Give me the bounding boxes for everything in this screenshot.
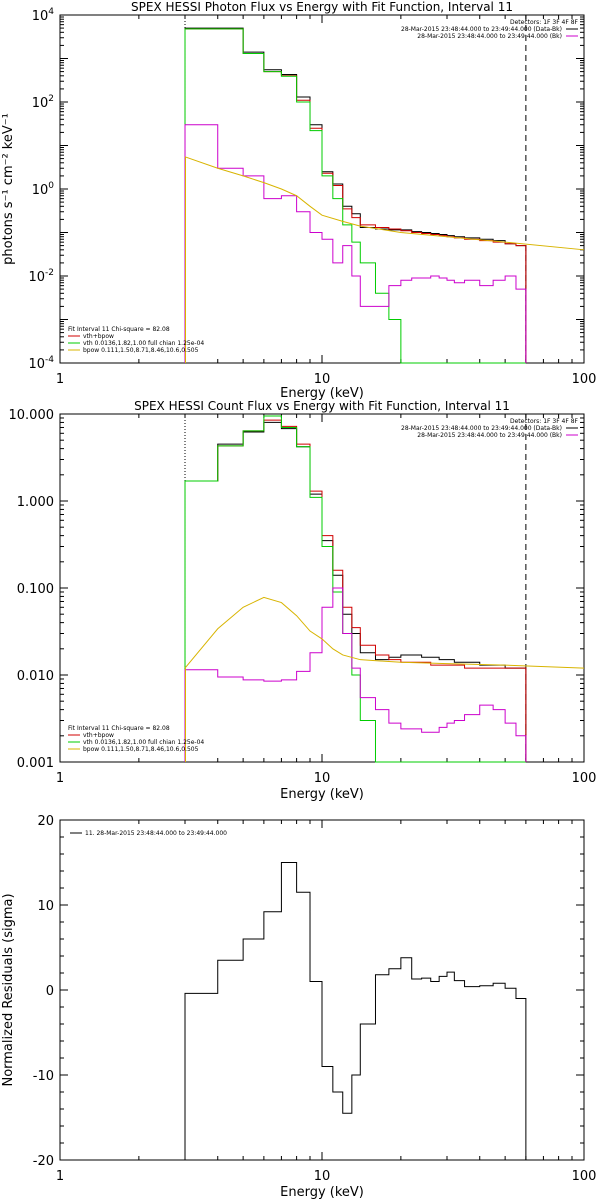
y-tick-label: -20 (33, 1154, 54, 1169)
legend-entry: bpow 0.111,1.50,8.71,8.46,10.6,0.505 (83, 347, 199, 354)
y-axis: 20 10 0 -10 -20 (33, 814, 584, 1169)
legend-entry: 11. 28-Mar-2015 23:48:44.000 to 23:49:44… (85, 830, 227, 837)
y-tick-label: 0.001 (17, 756, 54, 771)
x-axis-label: Energy (keV) (280, 386, 364, 401)
y-tick-label: 10-2 (28, 268, 54, 285)
series-data-histogram (184, 862, 527, 1160)
x-axis-label: Energy (keV) (280, 1185, 364, 1200)
x-tick-label: 100 (572, 771, 597, 786)
legend-entry: vth 0.0136,1.82,1.00 full chian 1.25e-04 (83, 739, 204, 746)
y-tick-label: 10 (37, 899, 54, 914)
x-axis: 1 10 100 (56, 820, 597, 1184)
y-axis-label: Normalized Residuals (sigma) (1, 893, 16, 1086)
x-tick-label: 1 (56, 372, 64, 387)
y-tick-label: 20 (37, 814, 54, 829)
legend-top: 11. 28-Mar-2015 23:48:44.000 to 23:49:44… (70, 830, 227, 837)
y-tick-label: 0 (46, 984, 54, 999)
legend-entry: vth 0.0136,1.82,1.00 full chian 1.25e-04 (83, 340, 204, 347)
x-tick-label: 10 (314, 771, 331, 786)
legend-entry: 28-Mar-2015 23:48:44.000 to 23:49:44.000… (417, 432, 562, 439)
x-axis-label: Energy (keV) (280, 787, 364, 802)
legend-bottom: Fit Interval 11 Chi-square = 82.08vth+bp… (68, 326, 204, 354)
model-curve-bpow (184, 596, 585, 669)
series-data-histogram (184, 27, 527, 363)
legend-entry: 28-Mar-2015 23:48:44.000 to 23:49:44.000… (401, 425, 562, 432)
y-tick-label: 100 (32, 181, 55, 198)
y-tick-label: 104 (32, 7, 55, 24)
series-bk-histogram (184, 587, 527, 762)
legend-entry: bpow 0.111,1.50,8.71,8.46,10.6,0.505 (83, 746, 199, 753)
legend-entry: vth+bpow (83, 333, 114, 340)
model-curve-bpow (184, 156, 585, 251)
legend-bottom: Fit Interval 11 Chi-square = 82.08vth+bp… (68, 725, 204, 753)
legend-header: Detectors: 1F 3F 4F 8F (510, 19, 579, 26)
series-data-histogram (184, 421, 527, 762)
series-total-histogram (184, 28, 527, 363)
legend-header: Fit Interval 11 Chi-square = 82.08 (68, 725, 170, 732)
chart-title: SPEX HESSI Photon Flux vs Energy with Fi… (131, 0, 513, 14)
legend-entry: 28-Mar-2015 23:48:44.000 to 23:49:44.000… (417, 33, 562, 40)
y-axis: 0.001 0.010 0.100 1.000 10.000 (9, 408, 584, 771)
x-axis: 1 10 100 (56, 15, 597, 387)
legend-entry: vth+bpow (83, 732, 114, 739)
x-tick-label: 10 (314, 1169, 331, 1184)
x-axis: 1 10 100 (56, 414, 597, 786)
legend-entry: 28-Mar-2015 23:48:44.000 to 23:49:44.000… (401, 26, 562, 33)
chart-panel-2: SPEX HESSI Count Flux vs Energy with Fit… (9, 399, 597, 802)
y-tick-label: -10 (33, 1069, 54, 1084)
y-tick-label: 1.000 (17, 495, 54, 510)
y-tick-label: 0.010 (17, 669, 54, 684)
x-tick-label: 100 (572, 1169, 597, 1184)
x-tick-label: 10 (314, 372, 331, 387)
y-tick-label: 102 (32, 94, 54, 111)
chart-title: SPEX HESSI Count Flux vs Energy with Fit… (134, 399, 510, 413)
series-total-histogram (184, 419, 527, 762)
series-bk-histogram (184, 124, 527, 363)
chart-panel-1: SPEX HESSI Photon Flux vs Energy with Fi… (1, 0, 596, 401)
x-tick-label: 1 (56, 1169, 64, 1184)
y-axis-label: photons s⁻¹ cm⁻² keV⁻¹ (1, 113, 16, 265)
series-vth-histogram (184, 415, 526, 763)
legend-header: Fit Interval 11 Chi-square = 82.08 (68, 326, 170, 333)
y-axis: 10-4 10-2 100 102 104 (28, 7, 584, 372)
y-tick-label: 0.100 (17, 582, 54, 597)
plot-frame (59, 14, 585, 364)
y-tick-label: 10-4 (28, 355, 54, 372)
y-tick-label: 10.000 (9, 408, 55, 423)
x-tick-label: 1 (56, 771, 64, 786)
series-vth-histogram (184, 28, 526, 364)
x-tick-label: 100 (572, 372, 597, 387)
legend-header: Detectors: 1F 3F 4F 8F (510, 418, 579, 425)
